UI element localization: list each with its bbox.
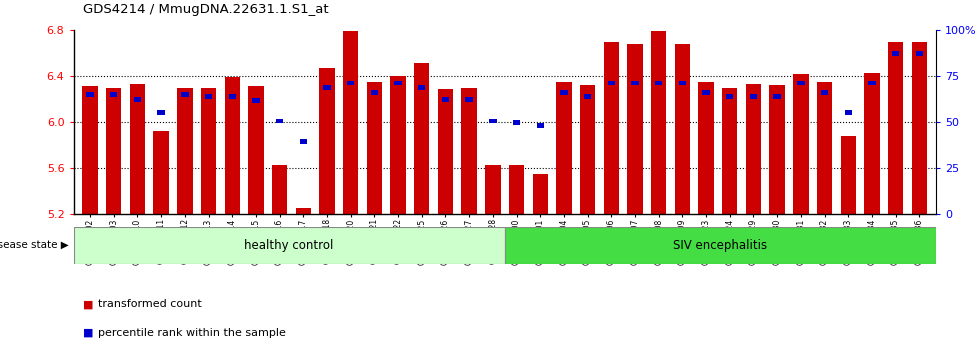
- Bar: [703, 90, 710, 95]
- Bar: [557, 82, 571, 214]
- Bar: [485, 165, 501, 214]
- Text: SIV encephalitis: SIV encephalitis: [673, 239, 767, 252]
- Bar: [821, 90, 828, 95]
- Bar: [110, 92, 118, 97]
- Bar: [505, 227, 936, 264]
- Bar: [536, 123, 544, 128]
- Bar: [584, 95, 591, 99]
- Bar: [390, 76, 406, 214]
- Bar: [134, 97, 141, 102]
- Text: ■: ■: [83, 299, 94, 309]
- Bar: [699, 82, 713, 214]
- Bar: [608, 81, 615, 85]
- Bar: [561, 90, 567, 95]
- Bar: [868, 81, 875, 85]
- Bar: [793, 74, 808, 214]
- Bar: [129, 84, 145, 214]
- Text: ■: ■: [83, 328, 94, 338]
- Bar: [323, 85, 330, 90]
- Bar: [271, 165, 287, 214]
- Bar: [651, 31, 666, 214]
- Bar: [74, 227, 505, 264]
- Bar: [106, 88, 122, 214]
- Bar: [462, 88, 477, 214]
- Bar: [201, 88, 217, 214]
- Bar: [489, 119, 497, 124]
- Bar: [773, 95, 781, 99]
- Bar: [466, 97, 473, 102]
- Bar: [177, 88, 192, 214]
- Bar: [418, 85, 425, 90]
- Bar: [319, 68, 335, 214]
- Bar: [442, 97, 449, 102]
- Bar: [841, 136, 856, 214]
- Text: disease state ▶: disease state ▶: [0, 240, 69, 250]
- Bar: [532, 174, 548, 214]
- Bar: [509, 165, 524, 214]
- Bar: [915, 51, 923, 56]
- Text: percentile rank within the sample: percentile rank within the sample: [98, 328, 286, 338]
- Bar: [911, 42, 927, 214]
- Bar: [370, 90, 378, 95]
- Bar: [228, 95, 236, 99]
- Bar: [892, 51, 900, 56]
- Bar: [415, 63, 429, 214]
- Bar: [205, 95, 213, 99]
- Bar: [726, 95, 733, 99]
- Bar: [797, 81, 805, 85]
- Bar: [224, 77, 240, 214]
- Bar: [627, 44, 643, 214]
- Bar: [864, 73, 880, 214]
- Bar: [394, 81, 402, 85]
- Bar: [750, 95, 758, 99]
- Bar: [300, 139, 307, 144]
- Bar: [513, 120, 520, 125]
- Bar: [347, 81, 355, 85]
- Text: healthy control: healthy control: [244, 239, 334, 252]
- Bar: [679, 81, 686, 85]
- Text: GDS4214 / MmugDNA.22631.1.S1_at: GDS4214 / MmugDNA.22631.1.S1_at: [83, 3, 329, 16]
- Bar: [154, 131, 169, 214]
- Bar: [817, 82, 832, 214]
- Bar: [769, 85, 785, 214]
- Bar: [580, 85, 595, 214]
- Text: transformed count: transformed count: [98, 299, 202, 309]
- Bar: [888, 42, 904, 214]
- Bar: [252, 98, 260, 103]
- Bar: [631, 81, 639, 85]
- Bar: [82, 86, 98, 214]
- Bar: [86, 92, 94, 97]
- Bar: [845, 110, 852, 115]
- Bar: [181, 92, 188, 97]
- Bar: [746, 84, 761, 214]
- Bar: [343, 31, 359, 214]
- Bar: [367, 82, 382, 214]
- Bar: [158, 110, 165, 115]
- Bar: [674, 44, 690, 214]
- Bar: [248, 86, 264, 214]
- Bar: [604, 42, 619, 214]
- Bar: [296, 209, 311, 214]
- Bar: [655, 81, 662, 85]
- Bar: [722, 88, 738, 214]
- Bar: [276, 119, 283, 124]
- Bar: [438, 89, 453, 214]
